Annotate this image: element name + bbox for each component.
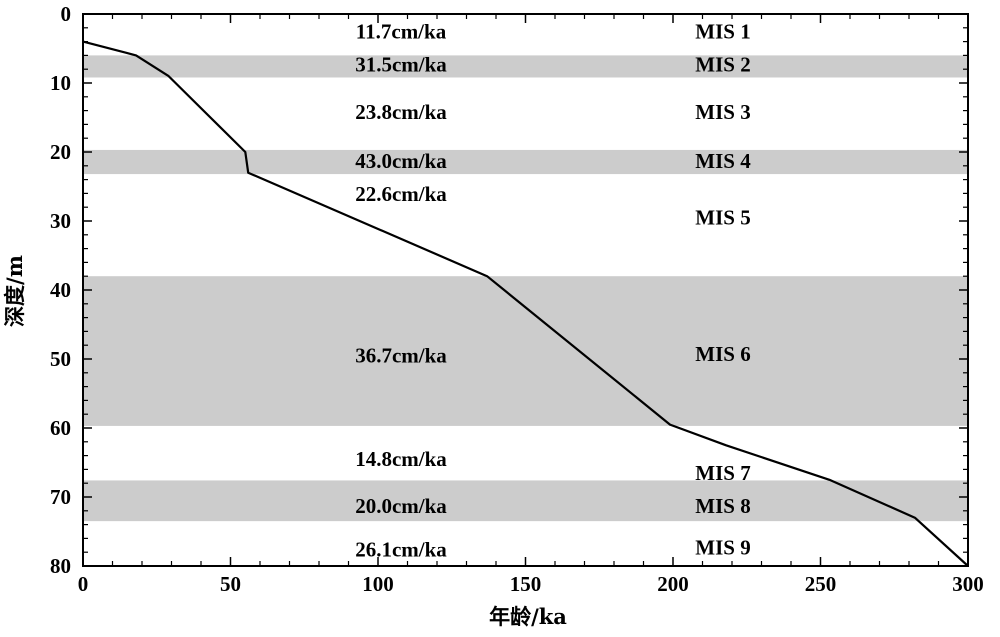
mis-band-0 (83, 55, 968, 78)
axes: 0 50 100 150 200 250 300 0 10 20 30 40 50 60 70 80 (50, 2, 984, 596)
age-depth-series (82, 40, 969, 567)
rate-label: 26.1cm/ka (355, 537, 447, 561)
mis-stage-label: MIS 6 (695, 342, 750, 366)
y-tick-label: 40 (50, 278, 71, 302)
mis-stage-label: MIS 5 (695, 206, 750, 230)
age-depth-line (82, 40, 969, 567)
rate-label: 43.0cm/ka (355, 149, 447, 173)
mis-band-2 (83, 276, 968, 426)
x-tick-label: 100 (362, 572, 394, 596)
mis-stage-label: MIS 4 (695, 149, 751, 173)
mis-stage-label: MIS 8 (695, 494, 750, 518)
mis-band-1 (83, 149, 968, 175)
x-tick-label: 300 (952, 572, 984, 596)
mis-stage-label: MIS 1 (695, 19, 750, 43)
rate-label: 31.5cm/ka (355, 52, 447, 76)
mis-stage-label: MIS 9 (695, 535, 750, 559)
y-axis-title: 深度/m (2, 255, 27, 327)
y-tick-label: 70 (50, 485, 71, 509)
x-tick-label: 150 (510, 572, 542, 596)
mis-stage-label: MIS 7 (695, 461, 750, 485)
y-tick-label: 30 (50, 209, 71, 233)
rate-label: 22.6cm/ka (355, 182, 447, 206)
x-tick-label: 50 (220, 572, 241, 596)
band-labels: 11.7cm/ka 31.5cm/ka 23.8cm/ka 43.0cm/ka 22.6… (355, 19, 751, 561)
x-tick-label: 200 (657, 572, 689, 596)
x-tick-label: 0 (78, 572, 89, 596)
y-tick-label: 10 (50, 71, 71, 95)
rate-label: 14.8cm/ka (355, 447, 447, 471)
mis-band-3 (83, 480, 968, 522)
x-axis-title: 年龄/ka (489, 604, 567, 629)
y-tick-label: 80 (50, 554, 71, 578)
shaded-bands (83, 55, 968, 522)
y-tick-label: 60 (50, 416, 71, 440)
y-tick-label: 20 (50, 140, 71, 164)
mis-stage-label: MIS 2 (695, 52, 750, 76)
rate-label: 20.0cm/ka (355, 494, 447, 518)
x-tick-label: 250 (805, 572, 837, 596)
rate-label: 36.7cm/ka (355, 344, 447, 368)
mis-stage-label: MIS 3 (695, 100, 750, 124)
rate-label: 23.8cm/ka (355, 100, 447, 124)
y-tick-label: 0 (61, 2, 72, 26)
y-tick-label: 50 (50, 347, 71, 371)
rate-label: 11.7cm/ka (356, 19, 447, 43)
